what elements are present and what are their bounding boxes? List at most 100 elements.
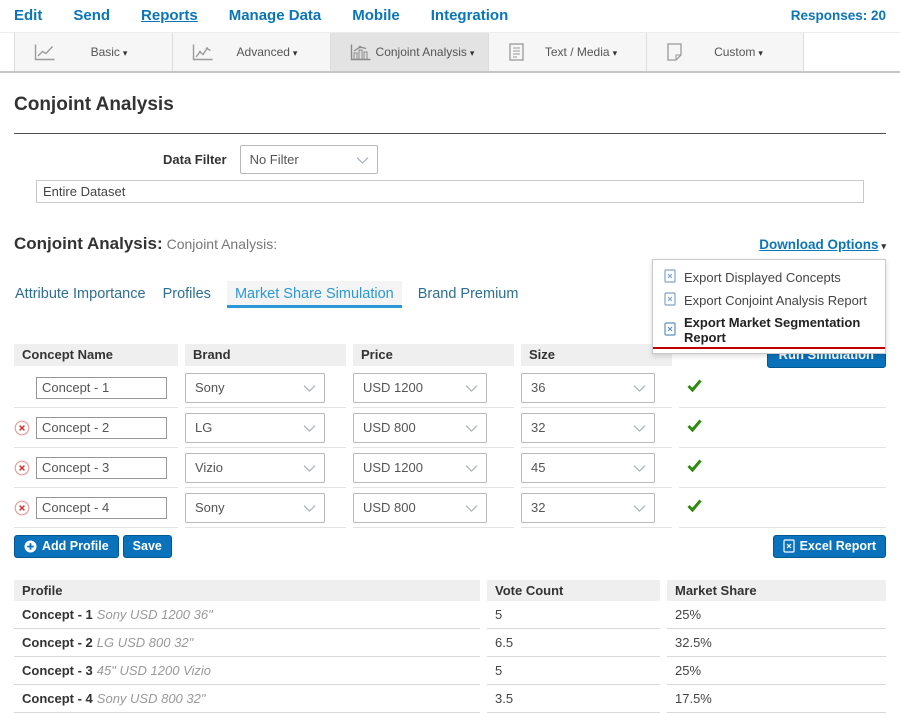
- document-icon: [507, 42, 526, 62]
- save-button[interactable]: Save: [122, 535, 172, 558]
- report-tab-conjoint-analysis[interactable]: Conjoint Analysis ▾: [330, 33, 488, 71]
- toolbar-tab-label: Custom: [714, 45, 756, 59]
- nav-item-reports[interactable]: Reports: [141, 7, 198, 24]
- nav-item-integration[interactable]: Integration: [430, 7, 509, 24]
- chevron-down-icon: ▾: [758, 48, 763, 58]
- top-nav-items: Edit Send Reports Manage Data Mobile Int…: [14, 7, 508, 24]
- brand-select[interactable]: LG: [185, 412, 325, 443]
- market-share-value: 17.5%: [667, 685, 886, 713]
- result-row: Concept - 2 LG USD 800 32" 6.5 32.5%: [14, 629, 886, 657]
- profile-name: Concept - 1: [22, 607, 93, 622]
- chevron-down-icon: ▾: [292, 48, 298, 58]
- toolbar-tab-label: Advanced: [236, 45, 290, 59]
- chevron-down-icon: ▾: [612, 48, 618, 58]
- delete-concept-icon[interactable]: [14, 420, 30, 436]
- data-filter-row: Data Filter No Filter: [163, 145, 886, 174]
- excel-report-button[interactable]: Excel Report: [772, 535, 886, 558]
- concept-name-input[interactable]: [36, 456, 167, 479]
- conjoint-section-header: Conjoint Analysis: Conjoint Analysis: Dow…: [14, 234, 886, 354]
- tab-market-share-simulation[interactable]: Market Share Simulation: [226, 281, 402, 308]
- market-share-value: 32.5%: [667, 629, 886, 657]
- vote-count-value: 6.5: [487, 629, 660, 657]
- delete-concept-icon[interactable]: [14, 460, 30, 476]
- menu-item-export-conjoint-analysis-report[interactable]: Export Conjoint Analysis Report: [653, 289, 885, 312]
- download-options-menu: Export Displayed Concepts Export Conjoin…: [652, 259, 886, 354]
- brand-select[interactable]: Sony: [185, 492, 325, 523]
- excel-file-icon: [664, 292, 676, 309]
- valid-check-icon: [686, 458, 703, 478]
- report-tab-basic[interactable]: Basic ▾: [14, 33, 172, 71]
- nav-item-edit[interactable]: Edit: [14, 7, 43, 24]
- excel-file-icon: [664, 269, 676, 286]
- chevron-down-icon: [465, 504, 478, 512]
- add-profile-button[interactable]: Add Profile: [14, 535, 119, 558]
- col-header-brand: Brand: [185, 344, 346, 366]
- chevron-down-icon: [465, 424, 478, 432]
- vote-count-value: 3.5: [487, 685, 660, 713]
- bar-chart-icon: [349, 43, 372, 62]
- price-select[interactable]: USD 1200: [353, 372, 487, 403]
- menu-item-export-market-segmentation-report[interactable]: Export Market Segmentation Report: [653, 312, 885, 349]
- profile-name: Concept - 4: [22, 691, 93, 706]
- chevron-down-icon: [303, 464, 316, 472]
- col-header-vote-count: Vote Count: [487, 580, 660, 601]
- result-row: Concept - 3 45" USD 1200 Vizio 5 25%: [14, 657, 886, 685]
- concept-name-input[interactable]: [36, 416, 167, 439]
- data-filter-select[interactable]: No Filter: [239, 145, 378, 174]
- brand-select[interactable]: Vizio: [185, 452, 325, 483]
- menu-item-label: Export Displayed Concepts: [684, 270, 841, 285]
- profile-desc: LG USD 800 32": [96, 635, 194, 650]
- chevron-down-icon: [356, 156, 369, 164]
- report-tab-text-media[interactable]: Text / Media ▾: [488, 33, 646, 71]
- nav-item-mobile[interactable]: Mobile: [352, 7, 400, 24]
- chevron-down-icon: [303, 384, 316, 392]
- chevron-down-icon: ▾: [881, 240, 886, 251]
- tab-attribute-importance[interactable]: Attribute Importance: [15, 286, 146, 302]
- size-select[interactable]: 32: [521, 412, 655, 443]
- concept-name-input[interactable]: [36, 376, 167, 399]
- size-select[interactable]: 32: [521, 492, 655, 523]
- download-options-link[interactable]: Download Options ▾: [759, 236, 886, 252]
- profile-name: Concept - 3: [22, 663, 93, 678]
- nav-item-send[interactable]: Send: [73, 7, 111, 24]
- trend-chart-icon: [191, 43, 214, 62]
- dataset-input[interactable]: [36, 180, 864, 203]
- tab-profiles[interactable]: Profiles: [162, 286, 211, 302]
- price-select[interactable]: USD 800: [353, 412, 487, 443]
- divider: [14, 133, 886, 134]
- report-tab-custom[interactable]: Custom ▾: [646, 33, 804, 71]
- results-table: Profile Vote Count Market Share Concept …: [14, 580, 886, 713]
- valid-check-icon: [686, 498, 703, 518]
- market-share-value: 25%: [667, 657, 886, 685]
- analysis-tabs: Attribute Importance Profiles Market Sha…: [14, 281, 886, 308]
- data-filter-label: Data Filter: [163, 152, 227, 167]
- brand-select[interactable]: Sony: [185, 372, 325, 403]
- toolbar-tab-label: Text / Media: [544, 45, 610, 59]
- price-select[interactable]: USD 800: [353, 492, 487, 523]
- toolbar-tab-label: Basic: [90, 45, 120, 59]
- line-chart-icon: [33, 43, 56, 62]
- simulation-table-header: Concept Name Brand Price Size Run Simula…: [14, 342, 886, 368]
- tab-brand-premium[interactable]: Brand Premium: [417, 286, 519, 302]
- report-tab-advanced[interactable]: Advanced ▾: [172, 33, 330, 71]
- chevron-down-icon: [633, 384, 646, 392]
- profile-desc: Sony USD 1200 36": [96, 607, 213, 622]
- size-select[interactable]: 45: [521, 452, 655, 483]
- vote-count-value: 5: [487, 601, 660, 629]
- section-title: Conjoint Analysis: Conjoint Analysis:: [14, 234, 277, 254]
- chevron-down-icon: [303, 504, 316, 512]
- concept-row: Sony USD 1200 36: [14, 368, 886, 408]
- chevron-down-icon: [465, 384, 478, 392]
- size-select[interactable]: 36: [521, 372, 655, 403]
- menu-item-export-displayed-concepts[interactable]: Export Displayed Concepts: [653, 266, 885, 289]
- menu-item-label: Export Market Segmentation Report: [684, 315, 861, 345]
- nav-item-manage-data[interactable]: Manage Data: [228, 7, 322, 24]
- concept-row: Sony USD 800 32: [14, 488, 886, 528]
- vote-count-value: 5: [487, 657, 660, 685]
- chevron-down-icon: [633, 504, 646, 512]
- delete-concept-icon[interactable]: [14, 500, 30, 516]
- price-select[interactable]: USD 1200: [353, 452, 487, 483]
- profile-name: Concept - 2: [22, 635, 93, 650]
- concept-name-input[interactable]: [36, 496, 167, 519]
- plus-circle-icon: [24, 540, 37, 553]
